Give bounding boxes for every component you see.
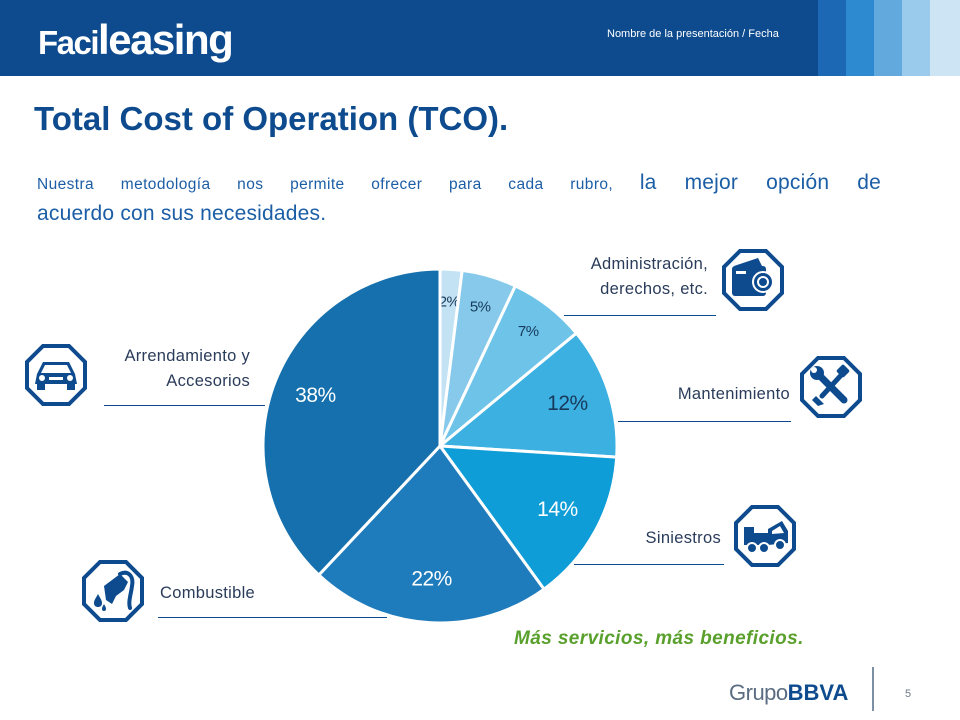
pie-label-22: 22% bbox=[411, 567, 452, 590]
pie-label-7: 7% bbox=[518, 323, 539, 340]
wallet-cash-icon bbox=[722, 249, 784, 311]
intro-text-big: la mejor opción de bbox=[639, 171, 881, 194]
rule-siniestros bbox=[574, 564, 724, 565]
intro-text: Nuestra metodología nos permite ofrecer … bbox=[37, 168, 881, 228]
label-administracion: Administración, derechos, etc. bbox=[530, 252, 708, 302]
pie-slice-12 bbox=[438, 331, 619, 459]
pie-slice-22 bbox=[317, 444, 546, 625]
pie-slice-38 bbox=[261, 267, 442, 577]
rule-mantenimiento bbox=[618, 421, 791, 422]
presentation-name-date: Nombre de la presentación / Fecha bbox=[607, 28, 779, 40]
pie-label-2: 2% bbox=[439, 293, 460, 310]
footer-divider bbox=[872, 667, 874, 711]
grupo-bbva-logo: GrupoBBVA bbox=[729, 680, 849, 705]
intro-text-line2: acuerdo con sus necesidades. bbox=[37, 202, 327, 225]
label-administracion-line2: derechos, etc. bbox=[600, 280, 708, 298]
rule-combustible bbox=[158, 617, 387, 618]
header-stripe-1 bbox=[818, 0, 846, 76]
label-arrendamiento-line1: Arrendamiento y bbox=[124, 347, 250, 365]
label-combustible: Combustible bbox=[160, 584, 256, 602]
slogan: Más servicios, más beneficios. bbox=[514, 628, 804, 649]
fuel-nozzle-icon bbox=[82, 560, 144, 622]
label-siniestros: Siniestros bbox=[645, 529, 721, 547]
rule-arrendamiento bbox=[104, 405, 265, 406]
rule-administracion bbox=[564, 315, 716, 316]
header-stripe-2 bbox=[846, 0, 874, 76]
pie-label-5: 5% bbox=[470, 299, 491, 316]
page-number: 5 bbox=[905, 688, 912, 700]
label-arrendamiento: Arrendamiento y Accesorios bbox=[60, 344, 250, 394]
facileasing-logo: Facileasing bbox=[38, 16, 234, 63]
header-stripe-3 bbox=[874, 0, 902, 76]
label-mantenimiento: Mantenimiento bbox=[677, 385, 790, 403]
header-stripe-5 bbox=[930, 0, 960, 76]
car-icon bbox=[25, 344, 87, 406]
intro-text-small: Nuestra metodología nos permite ofrecer … bbox=[37, 176, 614, 193]
pie-slice-14 bbox=[438, 444, 619, 591]
pie-label-14: 14% bbox=[537, 498, 578, 521]
page-title: Total Cost of Operation (TCO). bbox=[34, 100, 509, 137]
pie-label-38: 38% bbox=[295, 384, 336, 407]
header-bar: Facileasing Nombre de la presentación / … bbox=[0, 0, 960, 76]
pie-label-12: 12% bbox=[547, 392, 588, 415]
label-arrendamiento-line2: Accesorios bbox=[166, 372, 250, 390]
wrench-tools-icon bbox=[800, 356, 862, 418]
label-administracion-line1: Administración, bbox=[590, 255, 708, 273]
tow-truck-icon bbox=[734, 505, 796, 567]
header-stripe-4 bbox=[902, 0, 930, 76]
